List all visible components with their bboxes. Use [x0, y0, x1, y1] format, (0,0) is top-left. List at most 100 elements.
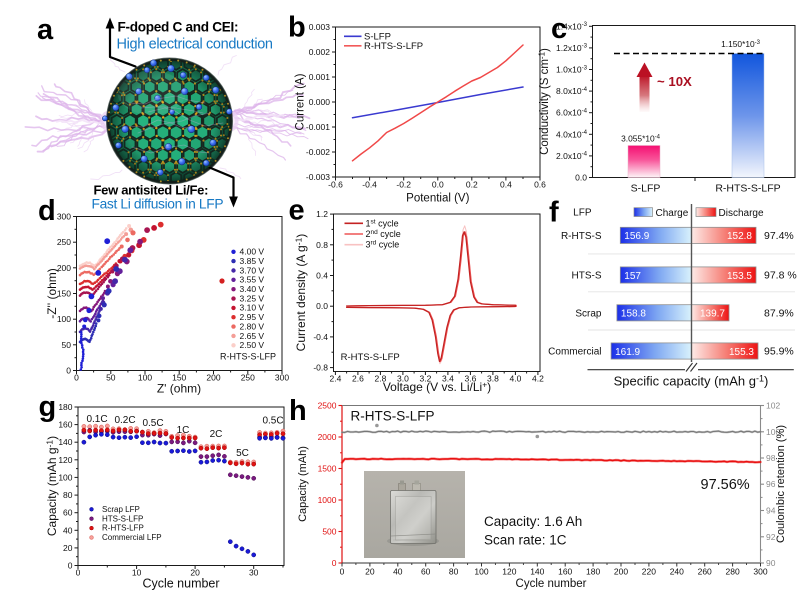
- svg-text:R-HTS-S: R-HTS-S: [561, 231, 602, 242]
- svg-text:4.2: 4.2: [532, 374, 544, 384]
- svg-text:2.80 V: 2.80 V: [240, 321, 265, 331]
- svg-text:Few antisited Li/Fe:: Few antisited Li/Fe:: [94, 183, 209, 198]
- svg-text:94: 94: [766, 506, 776, 516]
- svg-text:4.0: 4.0: [509, 374, 521, 384]
- svg-text:10: 10: [132, 568, 142, 578]
- svg-text:Potential (V): Potential (V): [406, 193, 469, 205]
- svg-text:LFP: LFP: [573, 208, 592, 219]
- svg-text:40: 40: [63, 525, 73, 535]
- svg-text:Charge: Charge: [656, 208, 689, 219]
- svg-text:0.000: 0.000: [309, 97, 331, 107]
- svg-text:20: 20: [365, 567, 375, 577]
- svg-text:100: 100: [58, 472, 72, 482]
- svg-text:R-HTS-S-LFP: R-HTS-S-LFP: [341, 352, 400, 363]
- svg-text:~ 10X: ~ 10X: [657, 74, 692, 89]
- svg-text:2.0x10-4: 2.0x10-4: [556, 151, 588, 161]
- svg-text:0.0: 0.0: [575, 173, 587, 183]
- svg-text:3.40 V: 3.40 V: [240, 284, 265, 294]
- svg-text:2500: 2500: [318, 401, 337, 411]
- svg-text:c: c: [551, 13, 567, 45]
- svg-text:2C: 2C: [210, 429, 223, 440]
- svg-text:3.10 V: 3.10 V: [240, 303, 265, 313]
- svg-text:3.6: 3.6: [464, 374, 476, 384]
- svg-text:3.2: 3.2: [419, 374, 431, 384]
- svg-text:2.6: 2.6: [352, 374, 364, 384]
- svg-text:60: 60: [63, 508, 73, 518]
- svg-text:3rd cycle: 3rd cycle: [366, 240, 400, 250]
- svg-text:97.56%: 97.56%: [701, 477, 750, 493]
- svg-text:3.055*10-4: 3.055*10-4: [621, 134, 661, 144]
- svg-text:0.002: 0.002: [309, 47, 331, 57]
- svg-text:95.9%: 95.9%: [764, 346, 794, 358]
- svg-text:0: 0: [66, 366, 71, 376]
- svg-text:100: 100: [138, 373, 152, 383]
- svg-text:4.0x10-4: 4.0x10-4: [556, 129, 588, 139]
- svg-text:d: d: [38, 195, 56, 227]
- svg-text:Scrap: Scrap: [575, 308, 602, 319]
- svg-text:0: 0: [68, 561, 73, 571]
- svg-text:0.4: 0.4: [316, 271, 328, 281]
- svg-text:R-HTS-S-LFP: R-HTS-S-LFP: [351, 409, 435, 424]
- svg-text:8.0x10-4: 8.0x10-4: [556, 86, 588, 96]
- svg-text:Current density (A g-1): Current density (A g-1): [294, 234, 309, 352]
- svg-text:f: f: [549, 197, 559, 229]
- svg-text:20: 20: [63, 543, 73, 553]
- svg-text:158.8: 158.8: [621, 309, 646, 320]
- svg-text:100: 100: [474, 567, 488, 577]
- svg-text:Conductivity (S cm-1): Conductivity (S cm-1): [538, 48, 552, 155]
- svg-text:3.8: 3.8: [487, 374, 499, 384]
- svg-text:87.9%: 87.9%: [764, 307, 794, 319]
- svg-text:3.25 V: 3.25 V: [240, 293, 265, 303]
- svg-text:250: 250: [57, 237, 71, 247]
- svg-text:1500: 1500: [318, 464, 337, 474]
- svg-text:Capacity: 1.6 Ah: Capacity: 1.6 Ah: [484, 514, 582, 529]
- svg-text:Commercial: Commercial: [548, 347, 601, 358]
- svg-text:S-LFP: S-LFP: [631, 183, 661, 195]
- svg-text:Z' (ohm): Z' (ohm): [157, 382, 201, 396]
- svg-text:h: h: [289, 395, 307, 427]
- svg-text:92: 92: [766, 532, 776, 542]
- svg-text:0.5C: 0.5C: [262, 416, 283, 427]
- svg-text:50: 50: [62, 340, 72, 350]
- svg-text:1.150*10-3: 1.150*10-3: [721, 39, 761, 49]
- svg-text:153.5: 153.5: [727, 271, 752, 282]
- svg-text:3.85 V: 3.85 V: [240, 256, 265, 266]
- svg-text:220: 220: [642, 567, 656, 577]
- svg-text:139.7: 139.7: [700, 309, 725, 320]
- svg-text:30: 30: [249, 568, 259, 578]
- svg-text:a: a: [37, 14, 54, 46]
- svg-text:161.9: 161.9: [615, 347, 640, 358]
- svg-text:-0.002: -0.002: [306, 147, 330, 157]
- svg-text:80: 80: [449, 567, 459, 577]
- svg-text:60: 60: [421, 567, 431, 577]
- svg-text:6.0x10-4: 6.0x10-4: [556, 108, 588, 118]
- svg-text:140: 140: [530, 567, 544, 577]
- svg-text:150: 150: [172, 373, 186, 383]
- svg-text:-0.4: -0.4: [313, 332, 328, 342]
- svg-text:0: 0: [332, 558, 337, 568]
- svg-text:4.00 V: 4.00 V: [240, 247, 265, 257]
- svg-text:120: 120: [502, 567, 516, 577]
- svg-text:2.65 V: 2.65 V: [240, 331, 265, 341]
- svg-text:2nd cycle: 2nd cycle: [366, 229, 401, 239]
- svg-text:R-HTS-LFP: R-HTS-LFP: [102, 524, 144, 533]
- svg-text:240: 240: [670, 567, 684, 577]
- svg-text:Voltage (V vs. Li/Li+): Voltage (V vs. Li/Li+): [383, 380, 491, 395]
- svg-text:0.2C: 0.2C: [114, 415, 135, 426]
- svg-text:Discharge: Discharge: [719, 208, 764, 219]
- svg-text:300: 300: [275, 373, 289, 383]
- svg-text:g: g: [39, 391, 57, 423]
- svg-text:300: 300: [57, 212, 71, 222]
- svg-text:120: 120: [58, 455, 72, 465]
- svg-text:0.0: 0.0: [316, 301, 328, 311]
- svg-text:0.003: 0.003: [309, 22, 331, 32]
- svg-text:40: 40: [393, 567, 403, 577]
- svg-text:Scrap LFP: Scrap LFP: [102, 505, 140, 514]
- svg-text:200: 200: [206, 373, 220, 383]
- svg-text:1.4x10-3: 1.4x10-3: [556, 21, 588, 31]
- svg-text:2000: 2000: [318, 432, 337, 442]
- svg-text:102: 102: [766, 401, 780, 411]
- svg-text:High electrical conduction: High electrical conduction: [117, 37, 273, 53]
- svg-text:0: 0: [76, 568, 81, 578]
- svg-text:3.0: 3.0: [397, 374, 409, 384]
